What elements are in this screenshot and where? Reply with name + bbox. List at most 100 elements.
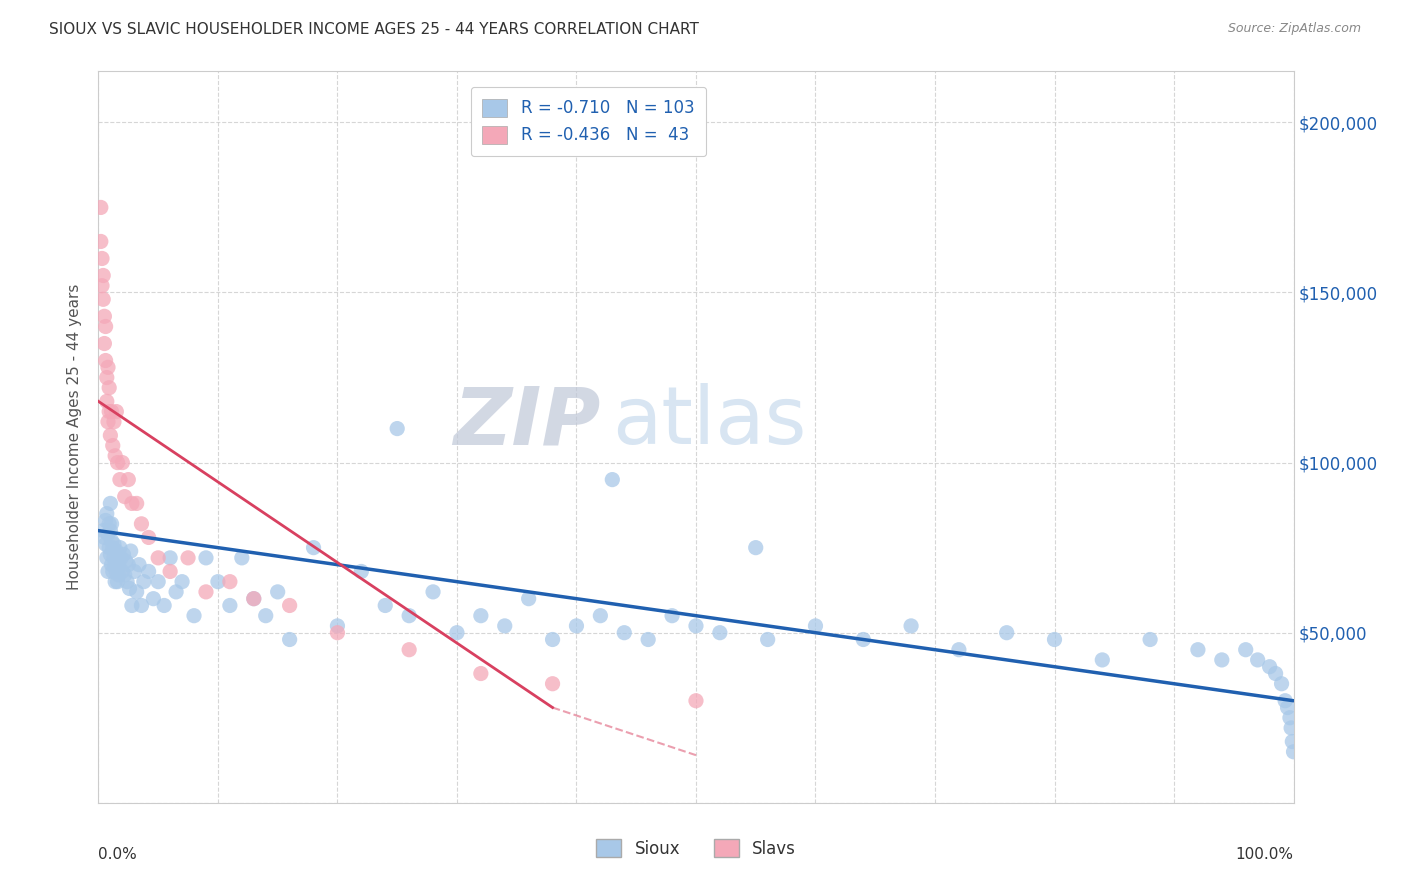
Point bbox=[115, 554, 138, 568]
Y-axis label: Householder Income Ages 25 - 44 years: Householder Income Ages 25 - 44 years bbox=[67, 284, 83, 591]
Point bbox=[494, 619, 516, 633]
Point bbox=[117, 558, 139, 572]
Point bbox=[948, 642, 970, 657]
Point bbox=[1091, 653, 1114, 667]
Point bbox=[90, 235, 112, 249]
Point bbox=[108, 473, 131, 487]
Point bbox=[101, 439, 124, 453]
Point bbox=[93, 336, 115, 351]
Text: SIOUX VS SLAVIC HOUSEHOLDER INCOME AGES 25 - 44 YEARS CORRELATION CHART: SIOUX VS SLAVIC HOUSEHOLDER INCOME AGES … bbox=[49, 22, 699, 37]
Point bbox=[131, 516, 153, 531]
Point bbox=[148, 550, 170, 565]
Point bbox=[243, 591, 266, 606]
Point bbox=[91, 293, 114, 307]
Point bbox=[97, 360, 120, 375]
Point bbox=[121, 496, 143, 510]
Point bbox=[541, 677, 564, 691]
Point bbox=[120, 544, 142, 558]
Point bbox=[804, 619, 827, 633]
Point bbox=[94, 353, 117, 368]
Point bbox=[254, 608, 277, 623]
Point bbox=[98, 381, 121, 395]
Point bbox=[124, 565, 146, 579]
Point bbox=[98, 404, 121, 418]
Point bbox=[94, 537, 117, 551]
Point bbox=[602, 473, 624, 487]
Point bbox=[1139, 632, 1161, 647]
Point bbox=[93, 531, 115, 545]
Point bbox=[207, 574, 229, 589]
Point bbox=[183, 608, 205, 623]
Point bbox=[148, 574, 170, 589]
Point bbox=[103, 537, 125, 551]
Point bbox=[104, 449, 127, 463]
Point bbox=[105, 544, 128, 558]
Point bbox=[96, 394, 118, 409]
Point bbox=[374, 599, 396, 613]
Point bbox=[1247, 653, 1270, 667]
Point bbox=[105, 404, 128, 418]
Text: Source: ZipAtlas.com: Source: ZipAtlas.com bbox=[1227, 22, 1361, 36]
Point bbox=[219, 599, 242, 613]
Point bbox=[107, 574, 129, 589]
Point bbox=[278, 599, 301, 613]
Point bbox=[541, 632, 564, 647]
Text: 100.0%: 100.0% bbox=[1236, 847, 1294, 862]
Point bbox=[111, 456, 134, 470]
Point bbox=[138, 531, 160, 545]
Point bbox=[97, 415, 120, 429]
Point bbox=[93, 310, 115, 324]
Point bbox=[756, 632, 779, 647]
Point bbox=[326, 619, 349, 633]
Point bbox=[91, 278, 114, 293]
Point bbox=[1187, 642, 1209, 657]
Point bbox=[852, 632, 875, 647]
Point bbox=[1043, 632, 1066, 647]
Point bbox=[107, 558, 129, 572]
Legend: Sioux, Slavs: Sioux, Slavs bbox=[586, 829, 806, 868]
Point bbox=[1282, 745, 1305, 759]
Point bbox=[243, 591, 266, 606]
Point bbox=[101, 541, 124, 555]
Point bbox=[1281, 734, 1303, 748]
Point bbox=[107, 550, 129, 565]
Point bbox=[1234, 642, 1257, 657]
Point bbox=[165, 585, 187, 599]
Point bbox=[153, 599, 176, 613]
Point bbox=[745, 541, 768, 555]
Point bbox=[132, 574, 155, 589]
Point bbox=[661, 608, 683, 623]
Point bbox=[96, 370, 118, 384]
Point bbox=[108, 541, 131, 555]
Point bbox=[589, 608, 612, 623]
Point bbox=[104, 558, 127, 572]
Point bbox=[1274, 694, 1296, 708]
Point bbox=[91, 268, 114, 283]
Point bbox=[100, 558, 122, 572]
Point bbox=[709, 625, 731, 640]
Point bbox=[1271, 677, 1294, 691]
Point bbox=[100, 404, 122, 418]
Point bbox=[114, 490, 136, 504]
Point bbox=[121, 599, 143, 613]
Point bbox=[125, 496, 148, 510]
Point bbox=[326, 625, 349, 640]
Point bbox=[94, 513, 117, 527]
Point bbox=[1277, 700, 1299, 714]
Point bbox=[98, 516, 121, 531]
Point bbox=[470, 666, 492, 681]
Point bbox=[115, 574, 138, 589]
Point bbox=[107, 456, 129, 470]
Point bbox=[446, 625, 468, 640]
Point bbox=[100, 516, 122, 531]
Point bbox=[142, 591, 165, 606]
Point bbox=[302, 541, 325, 555]
Point bbox=[96, 550, 118, 565]
Point bbox=[96, 507, 118, 521]
Point bbox=[103, 550, 125, 565]
Point bbox=[1264, 666, 1286, 681]
Point bbox=[103, 415, 125, 429]
Text: atlas: atlas bbox=[613, 384, 807, 461]
Point bbox=[685, 619, 707, 633]
Point bbox=[107, 567, 129, 582]
